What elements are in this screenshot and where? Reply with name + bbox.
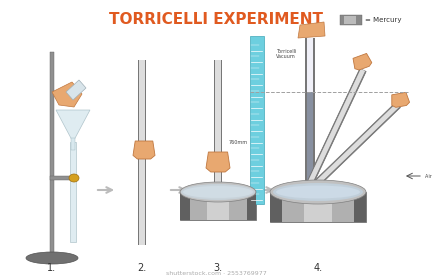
Bar: [180, 192, 256, 220]
Bar: [282, 192, 354, 222]
Ellipse shape: [270, 180, 366, 204]
Ellipse shape: [69, 174, 79, 182]
Text: 1.: 1.: [48, 263, 57, 273]
Bar: [307, 38, 313, 92]
Ellipse shape: [26, 252, 78, 264]
Polygon shape: [310, 102, 396, 185]
Polygon shape: [310, 71, 366, 188]
Polygon shape: [305, 69, 361, 186]
Bar: [190, 192, 246, 220]
Ellipse shape: [180, 182, 256, 202]
Bar: [214, 60, 216, 192]
Ellipse shape: [276, 186, 360, 199]
Bar: [71, 138, 75, 150]
Ellipse shape: [181, 184, 255, 200]
Bar: [220, 60, 222, 192]
Polygon shape: [206, 152, 230, 172]
Bar: [50, 52, 54, 262]
Polygon shape: [306, 69, 365, 188]
Polygon shape: [311, 103, 400, 189]
Bar: [250, 36, 264, 204]
Polygon shape: [305, 69, 366, 188]
Text: Air Pressure: Air Pressure: [425, 174, 433, 179]
Text: Torricelli
Vacuum: Torricelli Vacuum: [276, 49, 296, 59]
Text: 2.: 2.: [137, 263, 147, 273]
Polygon shape: [392, 92, 410, 107]
Bar: [270, 192, 366, 222]
Bar: [344, 16, 356, 24]
Text: 4.: 4.: [313, 263, 323, 273]
Bar: [307, 92, 313, 196]
Bar: [246, 192, 256, 220]
Ellipse shape: [187, 185, 249, 199]
Bar: [216, 60, 220, 192]
Polygon shape: [133, 141, 155, 159]
Polygon shape: [315, 107, 401, 190]
Polygon shape: [52, 82, 82, 107]
Bar: [307, 38, 313, 197]
Text: 3.: 3.: [213, 263, 223, 273]
Polygon shape: [66, 80, 86, 100]
Bar: [138, 60, 139, 245]
Bar: [180, 192, 190, 220]
Bar: [354, 192, 366, 222]
Bar: [313, 38, 315, 197]
Bar: [70, 142, 76, 242]
Text: = Mercury: = Mercury: [365, 17, 401, 23]
Bar: [305, 38, 307, 197]
Bar: [270, 192, 282, 222]
Ellipse shape: [273, 183, 363, 201]
Bar: [207, 192, 229, 220]
Polygon shape: [298, 22, 325, 38]
Text: 760mm: 760mm: [229, 139, 248, 144]
Ellipse shape: [183, 186, 253, 198]
Bar: [50, 176, 72, 180]
Bar: [139, 60, 145, 245]
Polygon shape: [56, 110, 90, 142]
Bar: [145, 60, 146, 245]
Bar: [304, 192, 333, 222]
Ellipse shape: [280, 184, 356, 200]
Bar: [340, 15, 362, 25]
Text: TORRICELLI EXPERIMENT: TORRICELLI EXPERIMENT: [109, 12, 323, 27]
Text: shutterstock.com · 2553769977: shutterstock.com · 2553769977: [166, 271, 266, 276]
Polygon shape: [310, 102, 401, 190]
Polygon shape: [353, 53, 372, 70]
